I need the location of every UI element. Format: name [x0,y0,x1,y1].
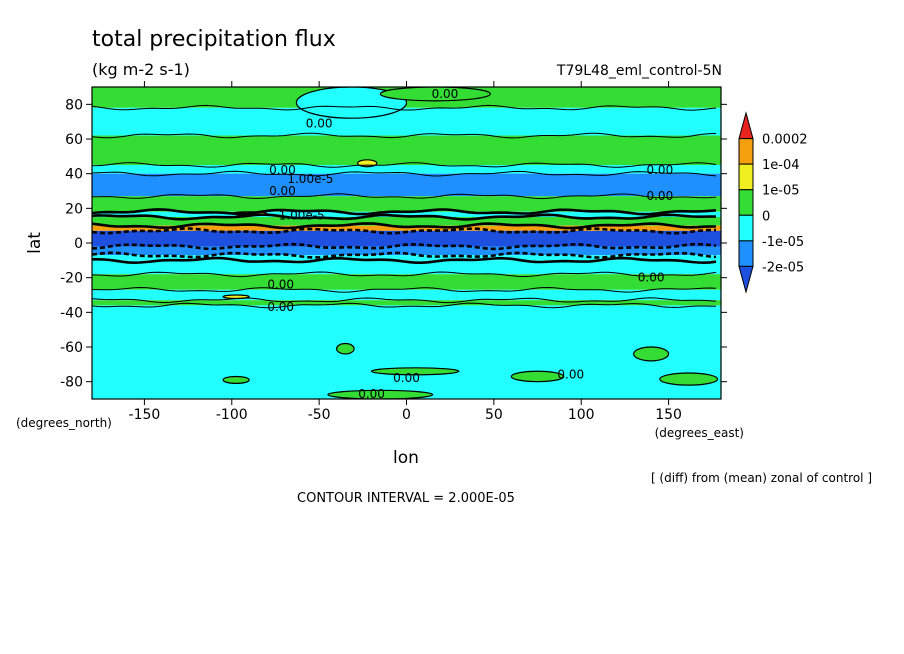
contour-label: 0.00 [267,300,294,314]
contour-label: 0.00 [646,163,673,177]
x-tick-label: 0 [402,407,411,423]
x-tick-label: 150 [655,407,682,423]
contour-line [92,132,717,139]
contour-fill-band [92,135,721,165]
x-tick-label: -50 [308,407,331,423]
colorbar-label: -2e-05 [762,260,804,275]
y-axis: 80 60 40 20 0 -20 -40 -60 -80 [60,97,727,391]
contour-label: 0.00 [557,368,584,382]
contour-line [92,297,717,304]
contour-line [92,222,716,230]
contour-fill-band [92,107,721,136]
contour-label: 1.00e-5 [279,208,325,222]
contour-fill-band [92,196,721,212]
contour-fill-band [92,300,721,306]
contour-label: 0.00 [267,278,294,292]
contour-plot-area: 0.000.000.000.000.000.001.00e-51.00e-50.… [91,86,722,401]
colorbar-label: 1e-04 [762,158,800,173]
colorbar-swatch [738,111,754,140]
chart-title: total precipitation flux [92,27,336,52]
y-tick-label: -20 [60,271,83,287]
contour-fill-blob [370,367,460,376]
x-tick-label: -150 [129,407,161,423]
contour-fill-band [92,260,721,275]
y-tick-label: 20 [65,201,83,217]
contour-fill-band [92,230,721,247]
x-units-label: (degrees_east) [655,426,744,440]
y-tick-label: 60 [65,132,83,148]
contour-line [92,193,717,200]
colorbar-label: 0 [762,209,770,224]
contour-line [92,251,717,259]
x-tick-label: 50 [485,407,503,423]
colorbar-label: 0.0002 [762,133,808,148]
chart-subtitle: (kg m-2 s-1) [92,60,190,79]
contour-fill-blob [510,370,565,383]
contour-label: 0.00 [393,371,420,385]
contour-fill-blob [295,87,408,119]
y-tick-label: -80 [60,375,83,391]
colorbar-swatch [738,189,754,216]
contour-fill-band [92,255,721,261]
colorbar-swatch [738,163,754,191]
colorbar-label: -1e-05 [762,235,804,250]
colorbar-swatch [738,138,754,165]
contour-label: 0.00 [269,163,296,177]
contour-fill-band [92,225,721,231]
contour-interval: CONTOUR INTERVAL = 2.000E-05 [297,491,515,506]
contour-label: 0.00 [269,184,296,198]
x-tick-label: 100 [568,407,595,423]
colorbar-swatch [738,240,754,267]
contour-label: 0.00 [358,387,385,401]
y-units-label: (degrees_north) [16,416,112,430]
dataset-label: T79L48_eml_control-5N [556,63,722,79]
contour-fill-band [92,305,721,399]
contour-line [92,104,717,111]
y-tick-label: 80 [65,97,83,113]
y-tick-label: -40 [60,305,83,321]
contour-line [92,286,717,293]
contour-label: 0.00 [646,189,673,203]
contour-line [92,213,716,221]
contour-fill-band [92,289,721,301]
contour-line [92,162,717,168]
contour-fill-band [92,165,721,174]
y-tick-label: -60 [60,340,83,356]
contour-fill-band [92,211,721,217]
contour-line [92,242,717,251]
contour-label: 0.00 [306,116,333,130]
x-axis: -150 -100 -50 0 50 100 150 [129,81,682,423]
contour-line [92,256,717,265]
contour-label: 0.00 [638,271,665,285]
colorbar-swatch [738,214,754,242]
contour-fill-band [92,274,721,290]
y-tick-label: 40 [65,167,83,183]
contour-fill-blob [659,372,719,386]
contour-line [92,227,716,235]
colorbar-label: 1e-05 [762,184,800,199]
contour-label: 0.00 [432,87,459,101]
contour-fill-band [92,217,721,226]
diff-note: [ (diff) from (mean) zonal of control ] [651,471,872,485]
y-axis-label: lat [25,232,45,254]
x-axis-label: lon [393,448,419,468]
contour-label: 1.00e-5 [287,172,333,186]
contour-fill-blob [379,87,491,102]
colorbar-swatch [738,265,754,294]
contour-fill-band [92,173,721,197]
x-tick-label: -100 [216,407,248,423]
contour-line [92,208,717,216]
contour-line [92,170,717,177]
contour-line [92,302,717,309]
contour-line [92,271,717,278]
y-tick-label: 0 [74,236,83,252]
contour-fill-band [92,246,721,256]
contour-fill-blob [336,342,355,355]
contour-fill-blob [633,346,670,362]
contour-fill-blob [222,375,250,384]
colorbar: 0.0002 1e-04 1e-05 0 -1e-05 -2e-05 [738,111,808,294]
